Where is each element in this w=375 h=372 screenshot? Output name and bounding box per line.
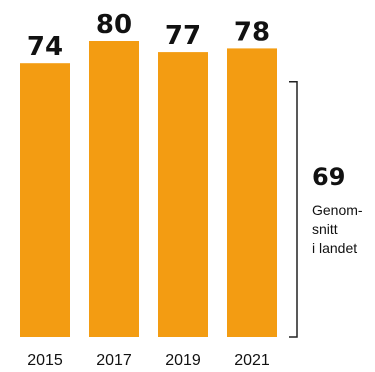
value-labels-group: 74 80 77 78: [27, 10, 270, 62]
x-tick-labels-group: 2015 2017 2019 2021: [27, 352, 270, 369]
average-bracket: [289, 80, 298, 338]
bar-value-2021: 78: [234, 17, 270, 47]
x-tick-2019: 2019: [165, 352, 201, 369]
average-label-line-3: i landet: [312, 240, 357, 256]
bar-value-2017: 80: [96, 10, 132, 40]
bar-2015: [20, 63, 70, 337]
x-tick-2015: 2015: [27, 352, 63, 369]
bar-2019: [158, 52, 208, 337]
bar-value-2019: 77: [165, 21, 201, 51]
x-tick-2017: 2017: [96, 352, 132, 369]
average-value: 69: [312, 163, 345, 191]
bars-group: [20, 41, 277, 338]
average-label-line-1: Genom-: [312, 202, 363, 218]
average-label-line-2: snitt: [312, 221, 338, 237]
x-tick-2021: 2021: [234, 352, 270, 369]
bar-value-2015: 74: [27, 32, 63, 62]
bar-2021: [227, 48, 277, 338]
bar-2017: [89, 41, 139, 337]
